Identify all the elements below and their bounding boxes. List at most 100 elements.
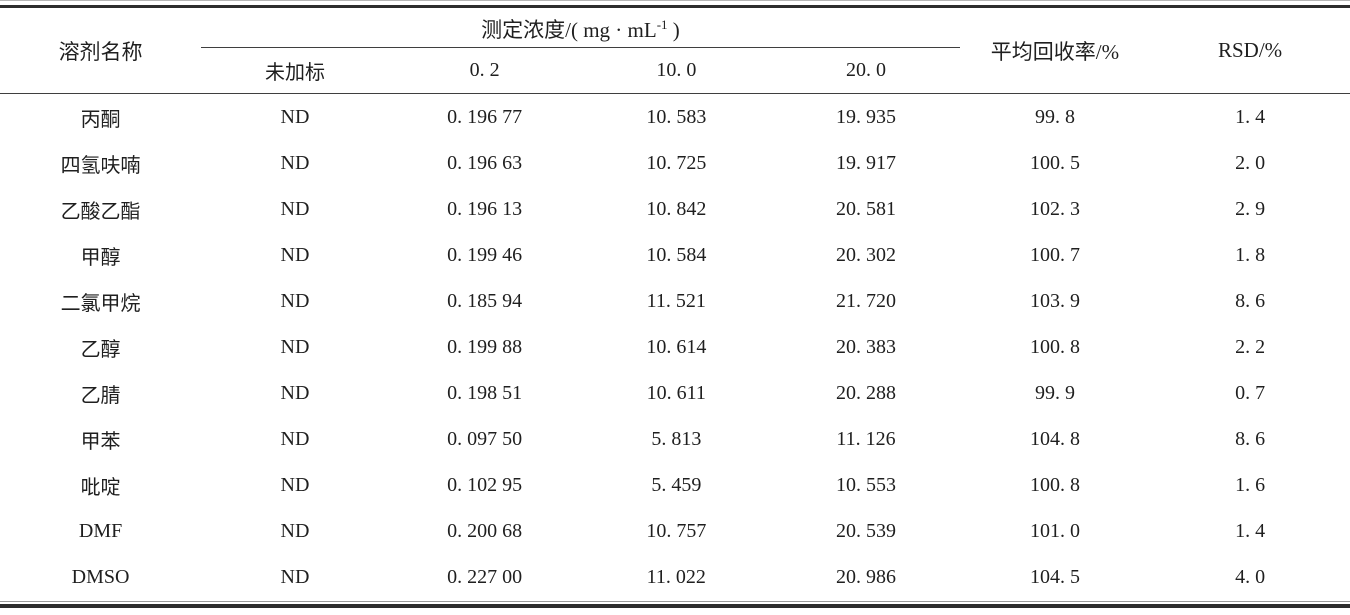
table-row: 甲醇 ND 0. 199 46 10. 584 20. 302 100. 7 1. 8	[0, 232, 1350, 278]
table-row: 二氯甲烷 ND 0. 185 94 11. 521 21. 720 103. 9 8. 6	[0, 278, 1350, 324]
concentration-label-suffix: )	[667, 17, 680, 42]
cell-solvent-name: 甲苯	[80, 430, 121, 453]
cell-conc-10-0: 10. 842	[646, 197, 707, 220]
table-row: DMF ND 0. 200 68 10. 757 20. 539 101. 0 1. 4	[0, 508, 1350, 554]
cell-conc-20-0: 10. 553	[835, 473, 896, 496]
bottom-hairline-rule	[0, 601, 1350, 602]
table-row: 乙醇 ND 0. 199 88 10. 614 20. 383 100. 8 2. 2	[0, 324, 1350, 370]
cell-unspiked: ND	[280, 519, 310, 542]
cell-rsd: 2. 0	[1235, 151, 1266, 174]
cell-recovery: 99. 8	[1034, 105, 1075, 128]
cell-rsd: 8. 6	[1235, 289, 1266, 312]
cell-conc-10-0: 5. 813	[651, 427, 702, 450]
cell-conc-0-2: 0. 198 51	[447, 381, 523, 404]
cell-solvent-name: 乙醇	[80, 338, 121, 361]
cell-recovery: 101. 0	[1029, 519, 1080, 542]
header-solvent-name: 溶剂名称	[0, 6, 202, 94]
cell-conc-20-0: 11. 126	[836, 427, 896, 450]
cell-conc-0-2: 0. 185 94	[447, 289, 523, 312]
bottom-thick-rule	[0, 604, 1350, 608]
cell-unspiked: ND	[280, 105, 310, 128]
cell-conc-0-2: 0. 196 77	[447, 105, 523, 128]
cell-recovery: 100. 8	[1029, 473, 1080, 496]
cell-recovery: 104. 8	[1029, 427, 1080, 450]
cell-unspiked: ND	[280, 565, 310, 588]
cell-solvent-name: 吡啶	[80, 476, 121, 499]
concentration-superscript: -1	[656, 16, 668, 32]
cell-solvent-name: 二氯甲烷	[60, 292, 141, 315]
cell-conc-10-0: 10. 584	[646, 243, 707, 266]
cell-solvent-name: DMF	[78, 519, 123, 542]
table-body: 丙酮 ND 0. 196 77 10. 583 19. 935 99. 8 1. 4 四氢呋喃…	[0, 94, 1350, 601]
cell-conc-20-0: 20. 288	[835, 381, 896, 404]
cell-conc-10-0: 10. 614	[646, 335, 707, 358]
cell-unspiked: ND	[280, 197, 310, 220]
cell-rsd: 8. 6	[1235, 427, 1266, 450]
cell-solvent-name: 乙酸乙酯	[60, 200, 141, 223]
table-row: 乙腈 ND 0. 198 51 10. 611 20. 288 99. 9 0. 7	[0, 370, 1350, 416]
concentration-label-prefix: 测定浓度/( mg · mL	[481, 17, 657, 42]
cell-solvent-name: 四氢呋喃	[60, 154, 141, 177]
cell-rsd: 1. 4	[1235, 519, 1266, 542]
table-row: 乙酸乙酯 ND 0. 196 13 10. 842 20. 581 102. 3 2. 9	[0, 186, 1350, 232]
cell-solvent-name: 丙酮	[80, 108, 121, 131]
cell-recovery: 104. 5	[1029, 565, 1080, 588]
cell-rsd: 1. 4	[1235, 105, 1266, 128]
cell-conc-10-0: 5. 459	[651, 473, 702, 496]
cell-conc-20-0: 20. 986	[835, 565, 896, 588]
cell-conc-20-0: 20. 581	[835, 197, 896, 220]
cell-conc-20-0: 20. 383	[835, 335, 896, 358]
cell-rsd: 2. 9	[1235, 197, 1266, 220]
cell-rsd: 1. 8	[1235, 243, 1266, 266]
cell-conc-10-0: 10. 757	[646, 519, 707, 542]
subheader-unspiked: 未加标	[201, 47, 389, 94]
cell-conc-20-0: 19. 935	[835, 105, 896, 128]
table-header: 溶剂名称 测定浓度/( mg · mL-1 ) 平均回收率/% RSD/% 未加…	[0, 6, 1350, 94]
cell-recovery: 103. 9	[1029, 289, 1080, 312]
table-row: 吡啶 ND 0. 102 95 5. 459 10. 553 100. 8 1. 6	[0, 462, 1350, 508]
cell-conc-0-2: 0. 097 50	[447, 427, 523, 450]
cell-rsd: 4. 0	[1235, 565, 1266, 588]
header-row-subheaders: 未加标 0. 2 10. 0 20. 0	[0, 47, 1350, 94]
header-row-spanner: 溶剂名称 测定浓度/( mg · mL-1 ) 平均回收率/% RSD/%	[0, 6, 1350, 94]
cell-conc-0-2: 0. 199 88	[447, 335, 523, 358]
subheader-level-0-2: 0. 2	[388, 47, 581, 94]
cell-conc-20-0: 20. 539	[835, 519, 896, 542]
cell-conc-10-0: 10. 725	[646, 151, 707, 174]
cell-conc-10-0: 11. 521	[646, 289, 706, 312]
cell-recovery: 100. 7	[1029, 243, 1080, 266]
solvent-recovery-table: 溶剂名称 测定浓度/( mg · mL-1 ) 平均回收率/% RSD/% 未加…	[0, 5, 1350, 600]
cell-conc-0-2: 0. 227 00	[447, 565, 523, 588]
cell-conc-0-2: 0. 102 95	[447, 473, 523, 496]
cell-rsd: 0. 7	[1235, 381, 1266, 404]
table-row: 四氢呋喃 ND 0. 196 63 10. 725 19. 917 100. 5 2. 0	[0, 140, 1350, 186]
subheader-level-20-0: 20. 0	[772, 47, 960, 94]
cell-unspiked: ND	[280, 381, 310, 404]
cell-recovery: 99. 9	[1034, 381, 1075, 404]
cell-solvent-name: DMSO	[71, 565, 130, 588]
cell-conc-0-2: 0. 196 13	[447, 197, 523, 220]
top-hairline-rule	[0, 0, 1350, 1]
cell-conc-0-2: 0. 199 46	[447, 243, 523, 266]
cell-unspiked: ND	[280, 335, 310, 358]
cell-rsd: 2. 2	[1235, 335, 1266, 358]
header-average-recovery: 平均回收率/%	[959, 6, 1151, 94]
table-row: 甲苯 ND 0. 097 50 5. 813 11. 126 104. 8 8. 6	[0, 416, 1350, 462]
table-row: DMSO ND 0. 227 00 11. 022 20. 986 104. 5 4. 0	[0, 554, 1350, 600]
subheader-level-10-0: 10. 0	[580, 47, 773, 94]
cell-unspiked: ND	[280, 427, 310, 450]
cell-rsd: 1. 6	[1235, 473, 1266, 496]
header-rsd: RSD/%	[1150, 6, 1350, 94]
cell-conc-20-0: 19. 917	[835, 151, 896, 174]
cell-solvent-name: 甲醇	[80, 246, 121, 269]
cell-recovery: 100. 5	[1029, 151, 1080, 174]
cell-conc-0-2: 0. 196 63	[447, 151, 523, 174]
cell-conc-10-0: 10. 611	[646, 381, 706, 404]
cell-solvent-name: 乙腈	[80, 384, 121, 407]
cell-recovery: 100. 8	[1029, 335, 1080, 358]
cell-unspiked: ND	[280, 151, 310, 174]
cell-recovery: 102. 3	[1029, 197, 1080, 220]
cell-conc-0-2: 0. 200 68	[447, 519, 523, 542]
table-row: 丙酮 ND 0. 196 77 10. 583 19. 935 99. 8 1. 4	[0, 94, 1350, 141]
